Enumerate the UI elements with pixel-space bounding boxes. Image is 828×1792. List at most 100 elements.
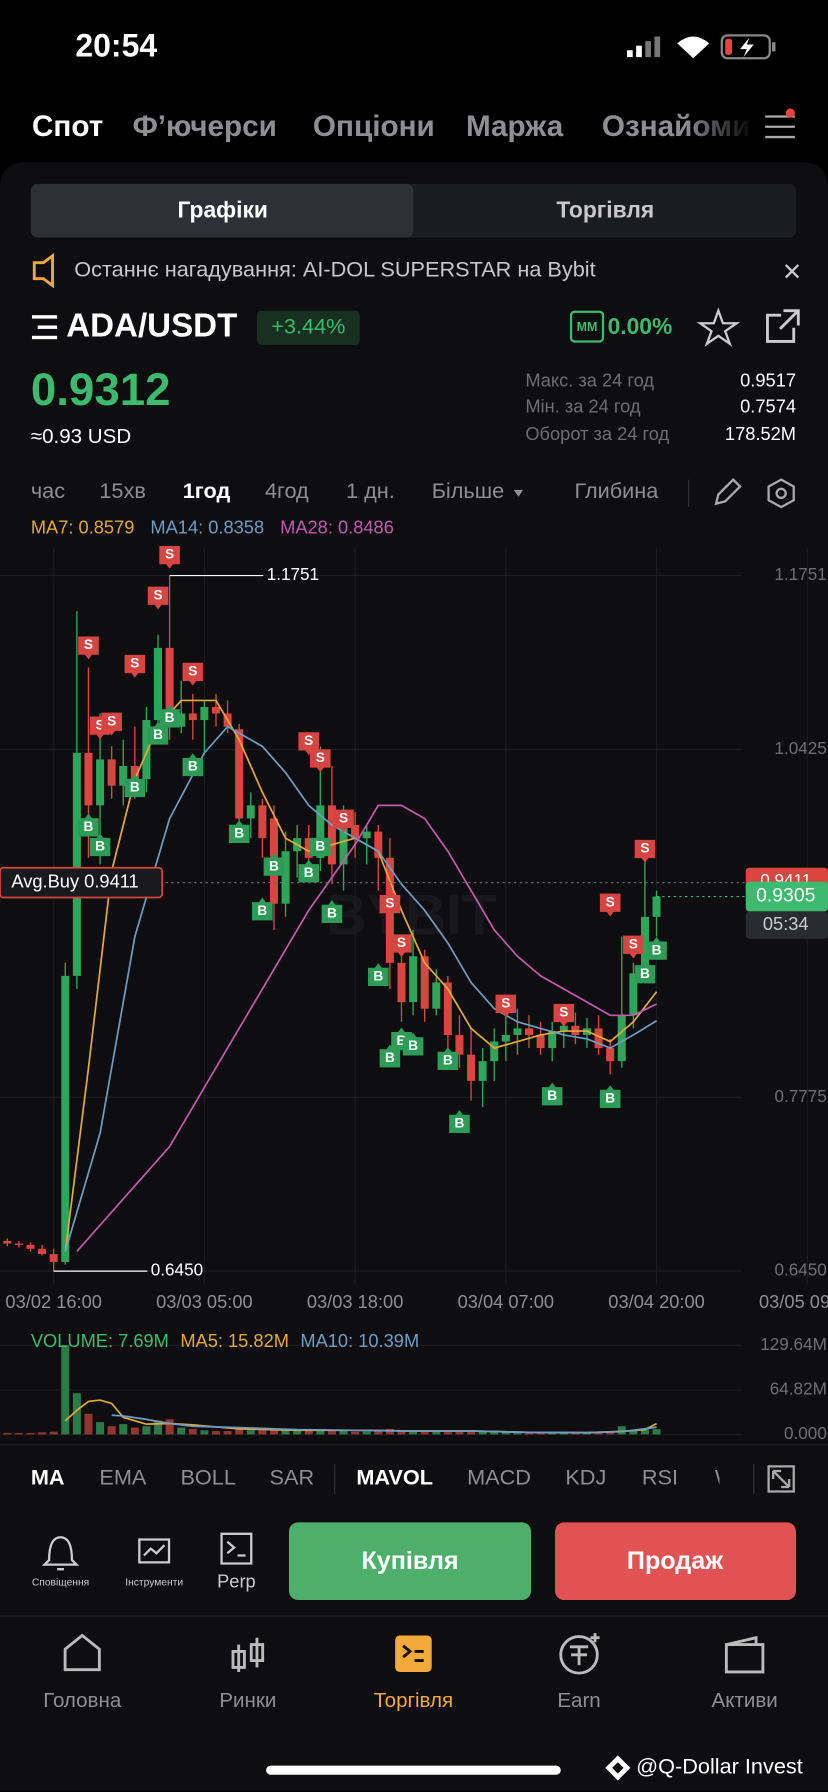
volume-bar [594, 1432, 603, 1435]
ma-legend: MA7: 0.8579 MA14: 0.8358 MA28: 0.8486 [31, 517, 394, 538]
trade-icon[interactable] [395, 1635, 432, 1672]
star-icon[interactable] [696, 307, 741, 347]
close-icon[interactable] [784, 264, 800, 279]
settings-icon[interactable] [767, 478, 795, 509]
action-label[interactable]: Інструменти [125, 1578, 183, 1589]
tab[interactable]: Опціони [313, 110, 435, 143]
fullscreen-icon[interactable] [767, 1465, 795, 1493]
earn-icon[interactable] [559, 1635, 599, 1675]
interval[interactable]: 1 дн. [346, 478, 395, 503]
trade-marker-label: B [652, 942, 662, 957]
volume-bar [281, 1430, 290, 1435]
extreme-label: 1.1751 [267, 564, 319, 584]
draw-icon[interactable] [714, 478, 742, 506]
indicator[interactable]: KDJ [565, 1465, 606, 1490]
stat-value: 178.52M [725, 423, 796, 444]
indicator[interactable]: MAVOL [356, 1465, 433, 1490]
trade-marker [310, 833, 331, 857]
volume-bar [49, 1431, 58, 1435]
trade-marker [182, 662, 204, 686]
buy-button[interactable] [288, 1522, 532, 1601]
trade-marker [623, 935, 644, 959]
view-tab[interactable]: Графіки [177, 196, 268, 222]
action-label[interactable]: Perp [217, 1571, 256, 1592]
trade-marker-label: S [559, 1005, 568, 1020]
stat-label: Макс. за 24 год [525, 369, 654, 390]
trade-marker [78, 636, 99, 660]
nav-label[interactable]: Головна [43, 1689, 122, 1712]
trade-marker [599, 1085, 621, 1109]
trade-marker-label: B [304, 865, 314, 880]
nav-label[interactable]: Активи [712, 1689, 778, 1712]
last-price-tag [745, 881, 828, 912]
tools-icon[interactable] [138, 1538, 171, 1564]
earn-icon [569, 1633, 600, 1666]
candle-body [629, 973, 638, 1016]
candle-body [211, 706, 220, 714]
fade [685, 100, 754, 151]
legend-entry: MA10: 10.39M [300, 1330, 419, 1351]
legend-entry: MA28: 0.8486 [280, 517, 394, 538]
home-icon[interactable] [63, 1633, 101, 1672]
candle-body [478, 1061, 487, 1081]
trade-marker-label: B [95, 839, 105, 854]
share-icon[interactable] [766, 309, 800, 343]
indicator[interactable]: SAR [270, 1465, 315, 1490]
action-label[interactable]: Сповіщення [32, 1578, 89, 1589]
nav-label[interactable]: Торгівля [374, 1689, 453, 1712]
settings-icon[interactable] [765, 108, 795, 139]
volume-bar [211, 1431, 220, 1435]
candle-body [640, 916, 649, 974]
trade-marker-label: S [385, 896, 394, 911]
interval[interactable]: 15хв [99, 478, 146, 503]
view-tab[interactable]: Торгівля [556, 196, 654, 222]
trade-marker [402, 1032, 424, 1056]
trade-marker-label: B [257, 903, 267, 918]
menu-icon[interactable] [31, 315, 58, 340]
interval[interactable]: 1год [183, 478, 231, 503]
stat-value: 0.7574 [740, 396, 796, 417]
interval[interactable]: Глибина [574, 478, 659, 503]
indicator[interactable]: RSI [642, 1465, 678, 1490]
buy-label[interactable]: Купівля [361, 1547, 458, 1575]
candle-body [246, 805, 255, 819]
perp-icon[interactable] [220, 1532, 253, 1565]
sell-button[interactable] [555, 1522, 797, 1601]
candle-body [119, 765, 128, 786]
nav-label[interactable]: Earn [557, 1689, 600, 1712]
notice-text[interactable]: Останнє нагадування: AI-DOL SUPERSTAR на… [74, 256, 595, 281]
indicator[interactable]: MA [31, 1465, 65, 1490]
last-price: 0.9312 [31, 364, 171, 415]
candle-body [339, 825, 348, 865]
x-tick-label: 03/03 05:00 [156, 1291, 253, 1312]
trade-marker-label: B [130, 780, 140, 795]
volume-bar [501, 1432, 510, 1435]
signal-icon [626, 36, 661, 58]
tab[interactable]: Ф’ючерси [132, 110, 276, 143]
volume-bar [14, 1433, 23, 1435]
interval[interactable]: 4год [265, 478, 309, 503]
trade-marker [78, 813, 99, 837]
tab[interactable]: Спот [32, 110, 103, 143]
pair-symbol[interactable]: ADA/USDT [66, 308, 237, 345]
trade-marker-label: S [640, 841, 649, 856]
markets-icon[interactable] [231, 1637, 265, 1672]
volume-bar [154, 1420, 163, 1435]
trade-marker [182, 753, 204, 777]
indicator[interactable]: MACD [467, 1465, 531, 1490]
candle-body [420, 956, 429, 1009]
trade-marker-label: B [547, 1088, 557, 1103]
indicator[interactable]: BOLL [180, 1465, 235, 1490]
indicator[interactable]: EMA [99, 1465, 147, 1490]
nav-label[interactable]: Ринки [219, 1689, 276, 1712]
assets-icon[interactable] [724, 1635, 765, 1674]
volume-bar [640, 1428, 649, 1435]
sell-label[interactable]: Продаж [627, 1547, 724, 1575]
interval[interactable]: час [31, 478, 65, 503]
bell-icon[interactable] [41, 1536, 80, 1571]
candle-body [525, 1028, 534, 1035]
interval[interactable]: Більше [432, 478, 504, 503]
candle-body [165, 647, 174, 727]
volume-bar [536, 1433, 545, 1435]
tab[interactable]: Маржа [466, 110, 564, 143]
